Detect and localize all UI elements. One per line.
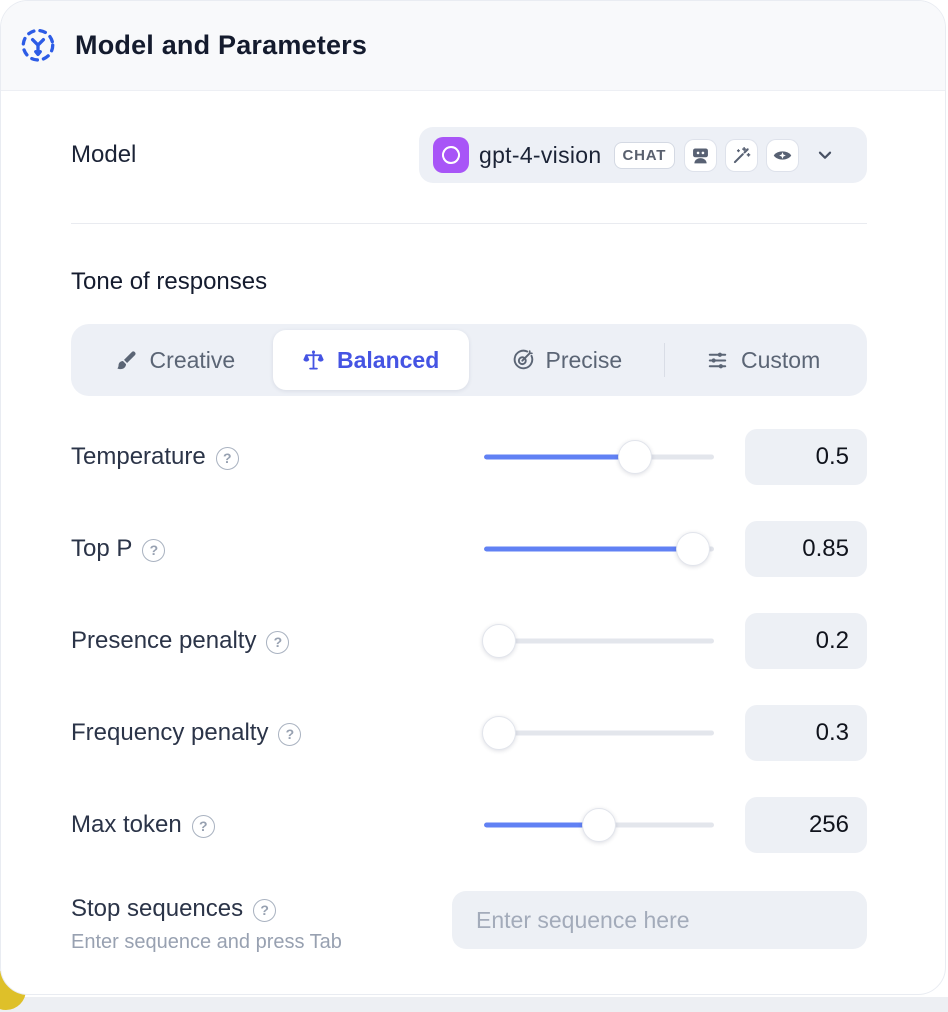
param-label: Temperature xyxy=(71,443,206,470)
robot-icon xyxy=(685,139,717,171)
tone-option-creative[interactable]: Creative xyxy=(77,330,273,390)
panel-body: Model gpt-4-vision CH xyxy=(1,91,945,994)
param-label: Presence penalty xyxy=(71,627,257,654)
stop-sequences-helper: Enter sequence and press Tab xyxy=(71,931,342,953)
slider-handle[interactable] xyxy=(481,716,516,750)
tone-option-label: Creative xyxy=(149,346,236,373)
model-row: Model gpt-4-vision CH xyxy=(71,127,867,183)
page-background-strip xyxy=(0,997,948,1012)
presence-penalty-slider[interactable] xyxy=(481,624,714,658)
help-icon[interactable]: ? xyxy=(191,814,215,838)
stop-sequence-input[interactable] xyxy=(452,891,867,949)
top-p-slider[interactable] xyxy=(484,532,714,566)
tone-option-precise[interactable]: Precise xyxy=(469,330,665,390)
max-token-value[interactable]: 256 xyxy=(745,797,867,853)
adjustments-icon xyxy=(708,352,727,368)
openai-logo-icon xyxy=(433,137,469,173)
model-select-dropdown[interactable]: gpt-4-vision CHAT xyxy=(419,127,867,183)
tone-option-balanced[interactable]: Balanced xyxy=(272,330,469,390)
tone-option-label: Custom xyxy=(741,346,821,373)
brush-icon xyxy=(116,351,136,369)
slider-handle[interactable] xyxy=(481,624,516,658)
tone-option-custom[interactable]: Custom xyxy=(665,330,861,390)
help-icon[interactable]: ? xyxy=(253,898,277,922)
top-p-value[interactable]: 0.85 xyxy=(745,521,867,577)
help-icon[interactable]: ? xyxy=(215,446,239,470)
help-icon[interactable]: ? xyxy=(142,538,166,562)
panel-title: Model and Parameters xyxy=(75,30,368,60)
section-divider xyxy=(71,223,867,224)
stop-sequences-label: Stop sequences xyxy=(71,895,244,922)
param-row-temperature: Temperature ? 0.5 xyxy=(71,429,867,485)
param-row-max-token: Max token ? 256 xyxy=(71,797,867,853)
stop-sequences-row: Stop sequences ? Enter sequence and pres… xyxy=(71,891,867,954)
param-label: Top P xyxy=(71,535,133,562)
tone-segmented-control: Creative Balanced xyxy=(71,324,867,396)
presence-penalty-value[interactable]: 0.2 xyxy=(745,613,867,669)
model-type-badge: CHAT xyxy=(613,141,676,169)
tone-heading: Tone of responses xyxy=(71,268,268,295)
slider-handle[interactable] xyxy=(582,808,616,842)
wand-icon xyxy=(726,139,758,171)
tone-option-label: Balanced xyxy=(336,346,440,373)
chevron-down-icon xyxy=(814,144,836,166)
frequency-penalty-value[interactable]: 0.3 xyxy=(745,705,867,761)
frequency-penalty-slider[interactable] xyxy=(481,716,714,750)
model-parameters-icon xyxy=(19,27,57,65)
slider-handle[interactable] xyxy=(676,532,711,566)
balance-scale-icon xyxy=(303,350,324,370)
help-icon[interactable]: ? xyxy=(278,722,302,746)
segment-divider xyxy=(664,343,666,377)
help-icon[interactable]: ? xyxy=(266,630,290,654)
param-row-top-p: Top P ? 0.85 xyxy=(71,521,867,577)
temperature-slider[interactable] xyxy=(484,440,714,474)
target-arrow-icon xyxy=(513,349,533,369)
param-label: Max token xyxy=(71,811,182,838)
param-row-presence-penalty: Presence penalty ? 0.2 xyxy=(71,613,867,669)
temperature-value[interactable]: 0.5 xyxy=(745,429,867,485)
slider-handle[interactable] xyxy=(618,440,653,474)
eye-icon xyxy=(767,139,799,171)
tone-option-label: Precise xyxy=(545,346,623,373)
selected-model-name: gpt-4-vision xyxy=(479,141,602,168)
param-label: Frequency penalty xyxy=(71,719,269,746)
max-token-slider[interactable] xyxy=(484,808,714,842)
model-label: Model xyxy=(71,141,137,168)
param-row-frequency-penalty: Frequency penalty ? 0.3 xyxy=(71,705,867,761)
panel-header: Model and Parameters xyxy=(1,1,945,91)
